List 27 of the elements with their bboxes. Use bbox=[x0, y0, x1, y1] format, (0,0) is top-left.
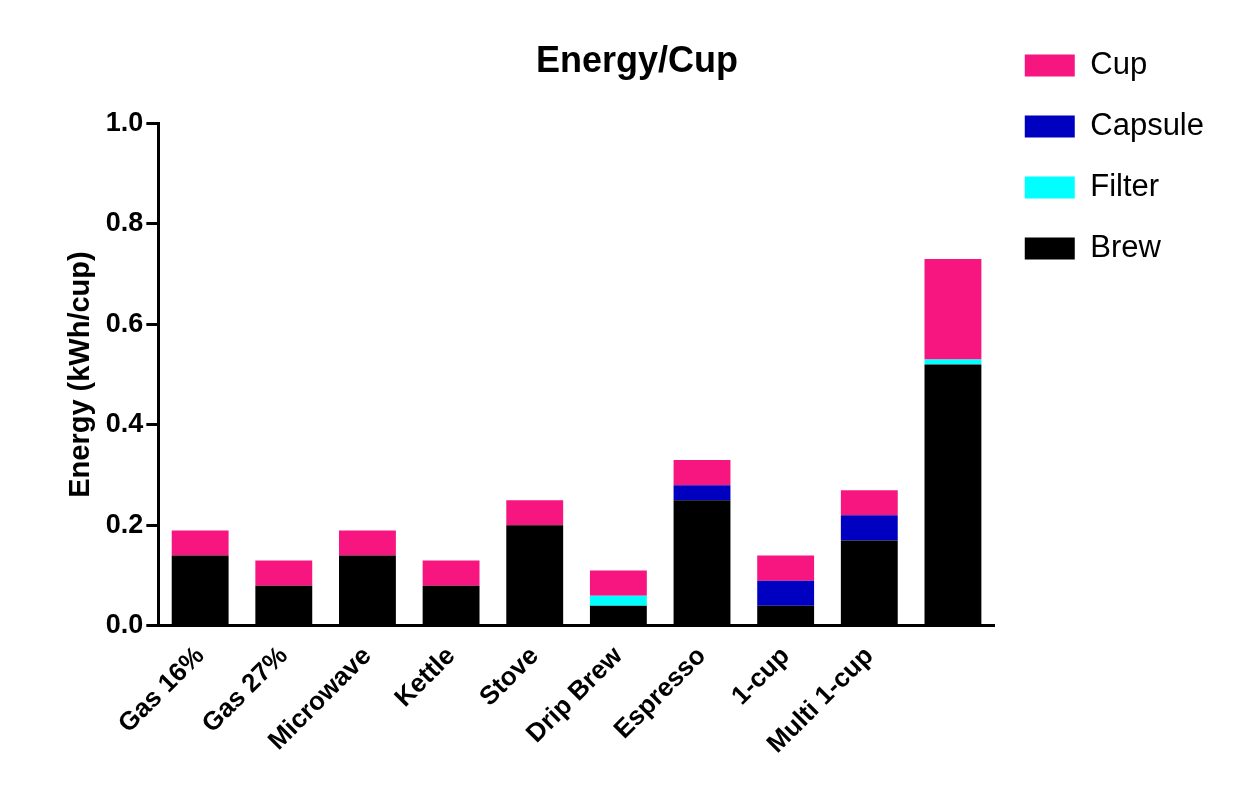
bar bbox=[673, 460, 731, 486]
y-tick-label: 0.0 bbox=[105, 609, 144, 640]
y-axis-title: Energy (kWh/cup) bbox=[63, 251, 96, 498]
bar bbox=[757, 580, 815, 606]
bar bbox=[589, 570, 647, 596]
bar bbox=[757, 555, 815, 581]
y-tick-label: 0.4 bbox=[105, 408, 144, 439]
bar bbox=[339, 530, 396, 556]
bar bbox=[840, 490, 898, 516]
legend-label: Cup bbox=[1090, 46, 1148, 82]
y-tick-label: 1.0 bbox=[105, 106, 144, 137]
bar bbox=[673, 485, 731, 501]
legend-label: Brew bbox=[1090, 229, 1162, 265]
bar bbox=[422, 560, 480, 586]
bar bbox=[924, 258, 982, 360]
bar bbox=[255, 560, 313, 586]
y-tick-label: 0.6 bbox=[105, 307, 144, 338]
y-tick-label: 0.8 bbox=[105, 207, 144, 238]
bar bbox=[589, 595, 647, 606]
bar bbox=[924, 359, 982, 365]
legend-label: Filter bbox=[1090, 168, 1160, 204]
chart-title: Energy/Cup bbox=[535, 38, 739, 80]
bar bbox=[840, 515, 898, 541]
legend-label: Capsule bbox=[1090, 107, 1205, 143]
bar bbox=[171, 530, 229, 556]
y-tick-label: 0.2 bbox=[105, 508, 144, 539]
bar bbox=[506, 500, 564, 526]
